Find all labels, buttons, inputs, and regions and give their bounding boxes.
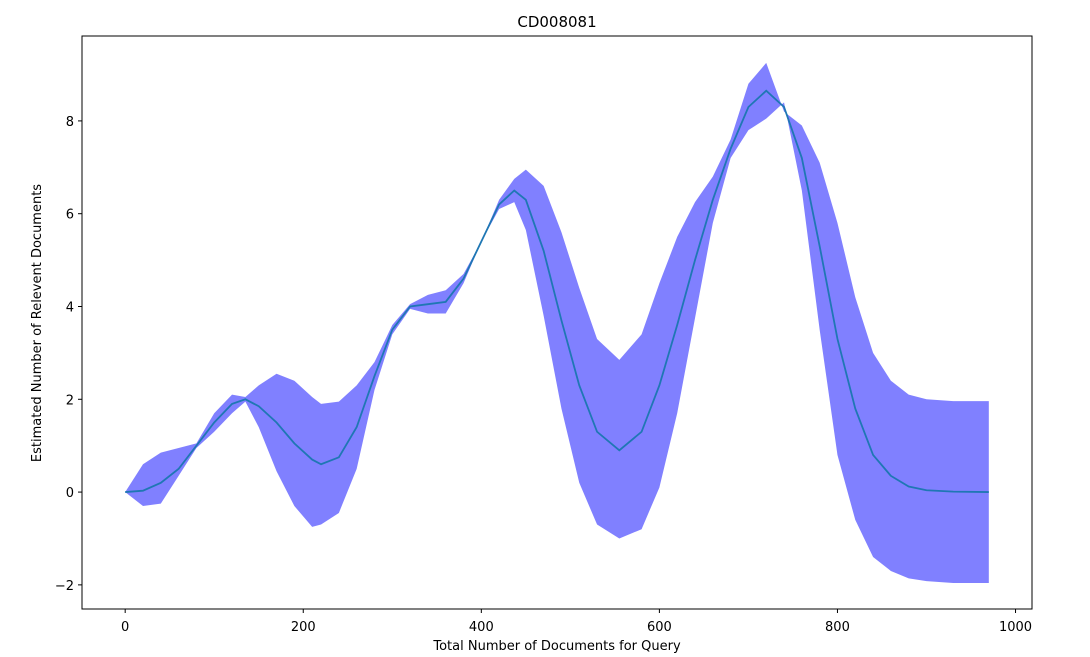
confidence-band	[125, 62, 989, 584]
x-tick-label: 0	[121, 620, 129, 635]
x-axis-label: Total Number of Documents for Query	[432, 639, 681, 654]
x-tick-label: 200	[291, 620, 316, 635]
y-tick-label: 2	[66, 393, 74, 408]
y-tick-label: 4	[66, 300, 74, 315]
x-tick-label: 800	[825, 620, 850, 635]
plot-frame	[81, 35, 1033, 610]
y-tick-label: 8	[66, 115, 74, 130]
y-axis-label: Estimated Number of Relevent Documents	[30, 184, 45, 462]
x-tick-label: 1000	[999, 620, 1032, 635]
x-tick-label: 400	[469, 620, 494, 635]
x-tick-label: 600	[647, 620, 672, 635]
y-tick-label: −2	[55, 579, 74, 594]
y-tick-label: 0	[66, 486, 74, 501]
y-tick-label: 6	[66, 208, 74, 223]
mean-line	[125, 89, 989, 493]
chart-title: CD008081	[517, 13, 596, 31]
